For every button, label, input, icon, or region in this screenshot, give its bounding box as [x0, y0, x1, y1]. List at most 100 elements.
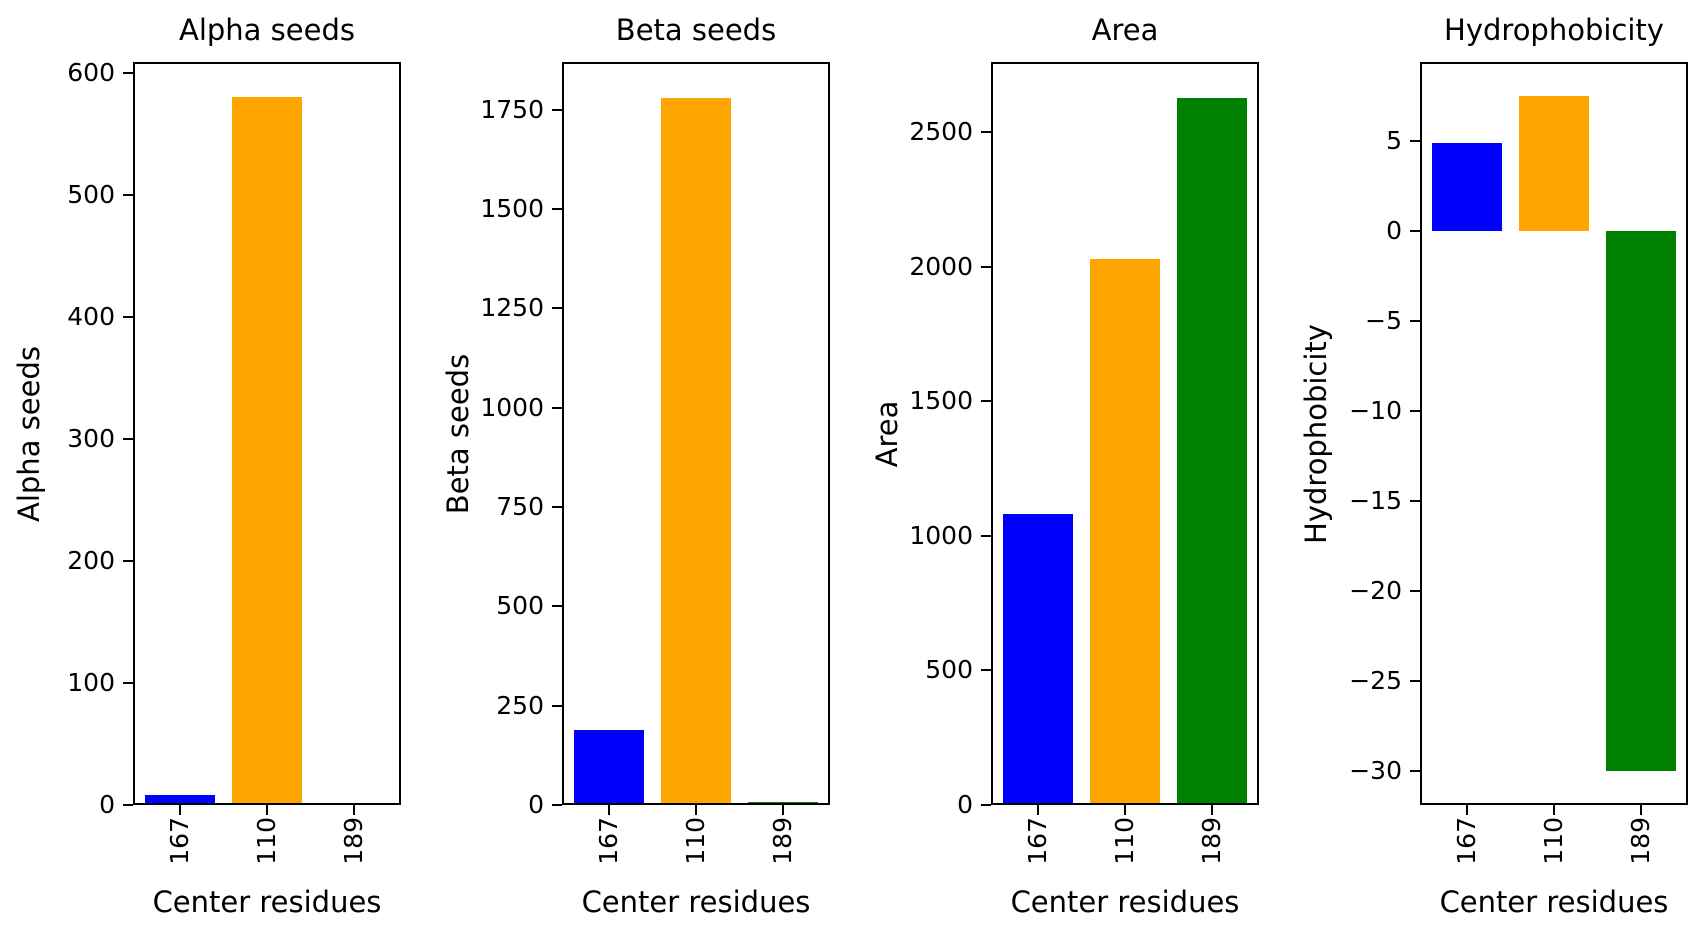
x-tick-mark	[1465, 805, 1468, 815]
x-tick-label: 167	[593, 817, 623, 865]
y-tick-label: 600	[67, 57, 115, 87]
y-axis-label: Beta seeds	[441, 353, 475, 514]
x-tick-label: 167	[1022, 817, 1052, 865]
y-tick-label: 1000	[909, 520, 973, 550]
bar-167	[1432, 142, 1502, 232]
y-tick-label: 100	[67, 667, 115, 697]
y-tick-mark	[123, 315, 133, 318]
y-tick-mark	[981, 669, 991, 672]
y-tick-mark	[552, 704, 562, 707]
bar-110	[232, 97, 302, 805]
bar-167	[1003, 514, 1073, 805]
x-tick-mark	[1553, 805, 1555, 815]
x-tick-label: 167	[1451, 817, 1481, 865]
bar-167	[145, 795, 215, 805]
y-tick-mark	[123, 71, 133, 74]
y-tick-mark	[552, 208, 562, 210]
y-tick-label: 750	[496, 492, 544, 521]
y-tick-mark	[123, 804, 133, 806]
y-tick-mark	[123, 681, 133, 684]
y-tick-mark	[552, 307, 562, 310]
x-tick-mark	[607, 805, 610, 815]
y-tick-mark	[1410, 679, 1420, 682]
y-tick-label: 200	[67, 545, 115, 575]
y-tick-label: 1750	[480, 94, 544, 124]
y-tick-label: −25	[1349, 665, 1402, 695]
y-tick-label: 500	[67, 179, 115, 209]
y-tick-mark	[552, 506, 562, 508]
y-tick-mark	[123, 193, 133, 196]
y-tick-mark	[981, 265, 991, 268]
y-tick-mark	[552, 804, 562, 806]
y-tick-label: −10	[1349, 396, 1402, 425]
y-tick-label: −20	[1349, 575, 1402, 605]
chart-title: Hydrophobicity	[1444, 13, 1664, 47]
x-axis-label: Center residues	[1439, 885, 1669, 919]
x-tick-label: 189	[1197, 817, 1226, 865]
x-tick-label: 189	[768, 817, 797, 865]
y-tick-mark	[552, 108, 562, 111]
y-tick-mark	[1410, 320, 1420, 323]
y-tick-label: 0	[528, 790, 544, 819]
bar-110	[1090, 258, 1160, 805]
y-tick-label: 250	[496, 690, 544, 720]
bar-167	[574, 729, 644, 805]
y-tick-label: 0	[1386, 216, 1402, 246]
x-tick-mark	[695, 805, 697, 815]
x-tick-label: 189	[1626, 817, 1655, 865]
y-tick-mark	[981, 534, 991, 537]
y-tick-mark	[981, 804, 991, 806]
x-tick-label: 110	[1110, 817, 1139, 865]
y-tick-label: 1500	[909, 386, 973, 416]
y-tick-label: 1250	[480, 293, 544, 323]
x-tick-mark	[1211, 805, 1213, 815]
y-tick-mark	[123, 559, 133, 562]
y-tick-mark	[1410, 230, 1420, 233]
y-tick-mark	[552, 406, 562, 409]
x-tick-mark	[782, 805, 784, 815]
y-tick-label: 400	[67, 301, 115, 331]
y-tick-label: 5	[1386, 126, 1402, 156]
x-tick-label: 110	[1539, 817, 1568, 865]
x-tick-mark	[1124, 805, 1126, 815]
y-tick-label: 500	[496, 591, 544, 621]
y-tick-label: 500	[925, 655, 973, 685]
x-tick-label: 110	[252, 817, 281, 865]
y-tick-label: 0	[957, 790, 973, 819]
y-tick-mark	[1410, 140, 1420, 143]
y-tick-label: 2500	[909, 117, 973, 147]
y-tick-mark	[1410, 499, 1420, 502]
y-tick-mark	[552, 605, 562, 608]
x-axis-label: Center residues	[581, 885, 811, 919]
x-tick-label: 110	[681, 817, 710, 865]
x-tick-label: 189	[339, 817, 368, 865]
x-tick-mark	[178, 805, 181, 815]
x-axis-label: Center residues	[1010, 885, 1240, 919]
y-tick-mark	[981, 131, 991, 134]
bar-110	[661, 97, 731, 805]
y-tick-mark	[1410, 769, 1420, 772]
bar-189	[1177, 97, 1247, 805]
y-tick-mark	[1410, 589, 1420, 592]
y-tick-label: −5	[1365, 306, 1402, 336]
bar-110	[1519, 96, 1589, 232]
y-tick-label: 1000	[480, 392, 544, 422]
y-tick-label: 0	[99, 790, 115, 819]
y-tick-mark	[981, 400, 991, 403]
x-tick-label: 167	[164, 817, 194, 865]
y-tick-label: −30	[1349, 755, 1402, 785]
y-tick-mark	[1410, 410, 1420, 412]
chart-title: Alpha seeds	[179, 13, 355, 47]
x-tick-mark	[1036, 805, 1039, 815]
y-tick-mark	[123, 437, 133, 440]
chart-title: Beta seeds	[615, 13, 777, 47]
chart-title: Area	[1091, 13, 1159, 47]
x-tick-mark	[1640, 805, 1642, 815]
x-axis-label: Center residues	[152, 885, 382, 919]
y-tick-label: −15	[1349, 485, 1402, 515]
y-tick-label: 1500	[480, 194, 544, 223]
